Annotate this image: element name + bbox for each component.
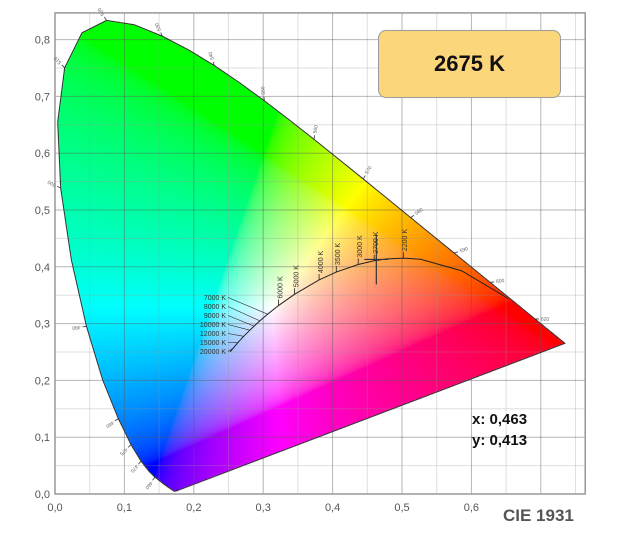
wavelength-label: 590 <box>459 246 469 254</box>
y-tick-label: 0,8 <box>35 35 50 47</box>
y-tick-label: 0,2 <box>35 375 50 387</box>
wavelength-tick <box>61 64 65 69</box>
wavelength-label: 620 <box>541 317 550 323</box>
x-tick-label: 0,4 <box>325 502 340 514</box>
wavelength-label: 540 <box>208 51 216 61</box>
x-readout: x: 0,463 <box>472 411 528 428</box>
wavelength-tick <box>313 135 316 140</box>
wavelength-label: 500 <box>47 178 57 187</box>
x-tick-label: 0,6 <box>464 502 479 514</box>
y-tick-label: 0,4 <box>35 262 50 274</box>
cct-tick <box>227 306 260 322</box>
cct-label: 9000 K <box>204 313 227 320</box>
x-tick-label: 0,0 <box>47 502 62 514</box>
x-tick-label: 0,3 <box>256 502 271 514</box>
wavelength-tick <box>138 460 142 465</box>
wavelength-tick <box>160 32 163 37</box>
wavelength-label: 570 <box>364 165 374 175</box>
y-tick-label: 0,7 <box>35 91 50 103</box>
wavelength-tick <box>212 61 215 66</box>
cct-label: 20000 K <box>200 349 226 356</box>
cct-tick <box>227 324 250 331</box>
cct-label: 10000 K <box>200 322 226 329</box>
chart-title: CIE 1931 <box>503 506 574 525</box>
wavelength-tick <box>152 476 156 481</box>
wavelength-label: 550 <box>260 86 267 95</box>
cct-label: 3000 K <box>357 235 364 258</box>
y-tick-label: 0,5 <box>35 205 50 217</box>
cct-label: 4000 K <box>318 250 325 273</box>
grid <box>55 12 586 494</box>
cct-label: 12000 K <box>200 331 226 338</box>
wavelength-label: 600 <box>496 278 505 285</box>
cct-badge: 2675 K <box>378 30 561 98</box>
x-tick-label: 0,5 <box>394 502 409 514</box>
wavelength-label: 530 <box>154 22 163 32</box>
cct-label: 6000 K <box>277 276 284 299</box>
y-readout: y: 0,413 <box>472 432 528 449</box>
y-tick-label: 0,3 <box>35 319 50 331</box>
wavelength-tick <box>56 185 61 189</box>
wavelength-label: 490 <box>72 324 81 331</box>
wavelength-tick <box>454 251 459 254</box>
wavelength-tick <box>127 444 132 448</box>
wavelength-tick <box>362 175 366 180</box>
cct-tick <box>227 333 244 337</box>
cct-label: 8000 K <box>204 304 227 311</box>
wavelength-label: 480 <box>104 419 114 429</box>
y-tick-label: 0,1 <box>35 432 50 444</box>
wavelength-tick <box>410 214 415 218</box>
wavelength-tick <box>104 16 107 21</box>
wavelength-label: 560 <box>312 124 319 133</box>
wavelength-tick <box>114 418 119 422</box>
y-tick-label: 0,6 <box>35 148 50 160</box>
cct-tick <box>227 297 268 315</box>
wavelength-label: 460 <box>143 480 153 490</box>
wavelength-label: 475 <box>118 446 128 456</box>
y-tick-label: 0,0 <box>35 489 50 501</box>
wavelength-label: 520 <box>97 6 107 16</box>
x-tick-label: 0,2 <box>186 502 201 514</box>
cct-label: 3500 K <box>335 243 342 266</box>
cct-label: 15000 K <box>200 340 226 347</box>
x-tick-label: 0,1 <box>117 502 132 514</box>
cct-tick <box>227 348 234 352</box>
wavelength-label: 510 <box>53 55 63 65</box>
cct-tick <box>227 315 255 327</box>
cct-label: 5000 K <box>293 265 300 288</box>
cct-label: 2200 K <box>402 229 409 252</box>
wavelength-label: 580 <box>414 207 424 217</box>
cct-label: 7000 K <box>204 295 227 302</box>
wavelength-label: 470 <box>129 463 139 473</box>
plot-frame <box>54 12 586 495</box>
spectral-locus <box>57 19 566 492</box>
planckian-locus <box>229 257 509 353</box>
